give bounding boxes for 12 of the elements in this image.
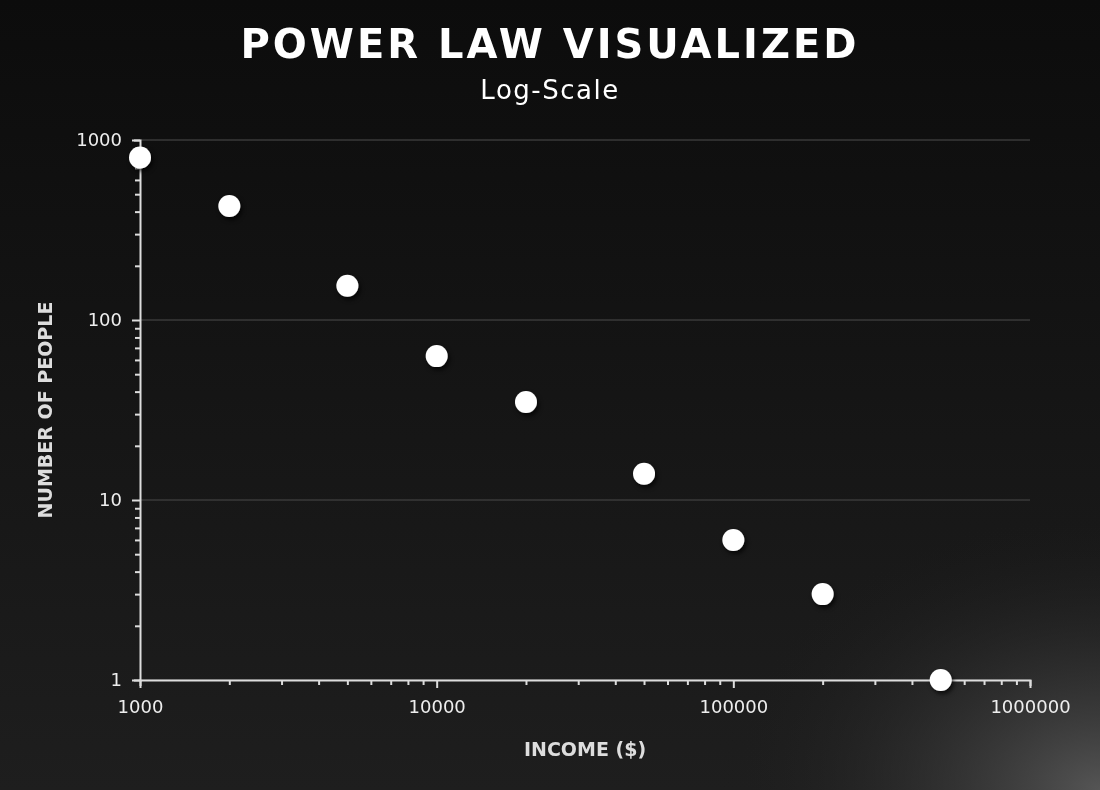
x-axis-title: INCOME ($) [523, 738, 647, 760]
y-tick-label: 100 [87, 309, 122, 331]
y-axis-title: NUMBER OF PEOPLE [34, 301, 56, 519]
chart-title: POWER LAW VISUALIZED [240, 21, 860, 67]
y-tick-label: 1000 [76, 129, 122, 151]
chart-subtitle: Log-Scale [480, 75, 620, 105]
x-tick-label: 1000 [117, 695, 164, 717]
x-tick-label: 1000000 [990, 695, 1071, 717]
x-tick-label: 100000 [699, 695, 769, 717]
y-tick-label: 10 [99, 489, 122, 511]
y-tick-label: 1 [110, 669, 122, 691]
x-tick-label: 10000 [408, 695, 466, 717]
